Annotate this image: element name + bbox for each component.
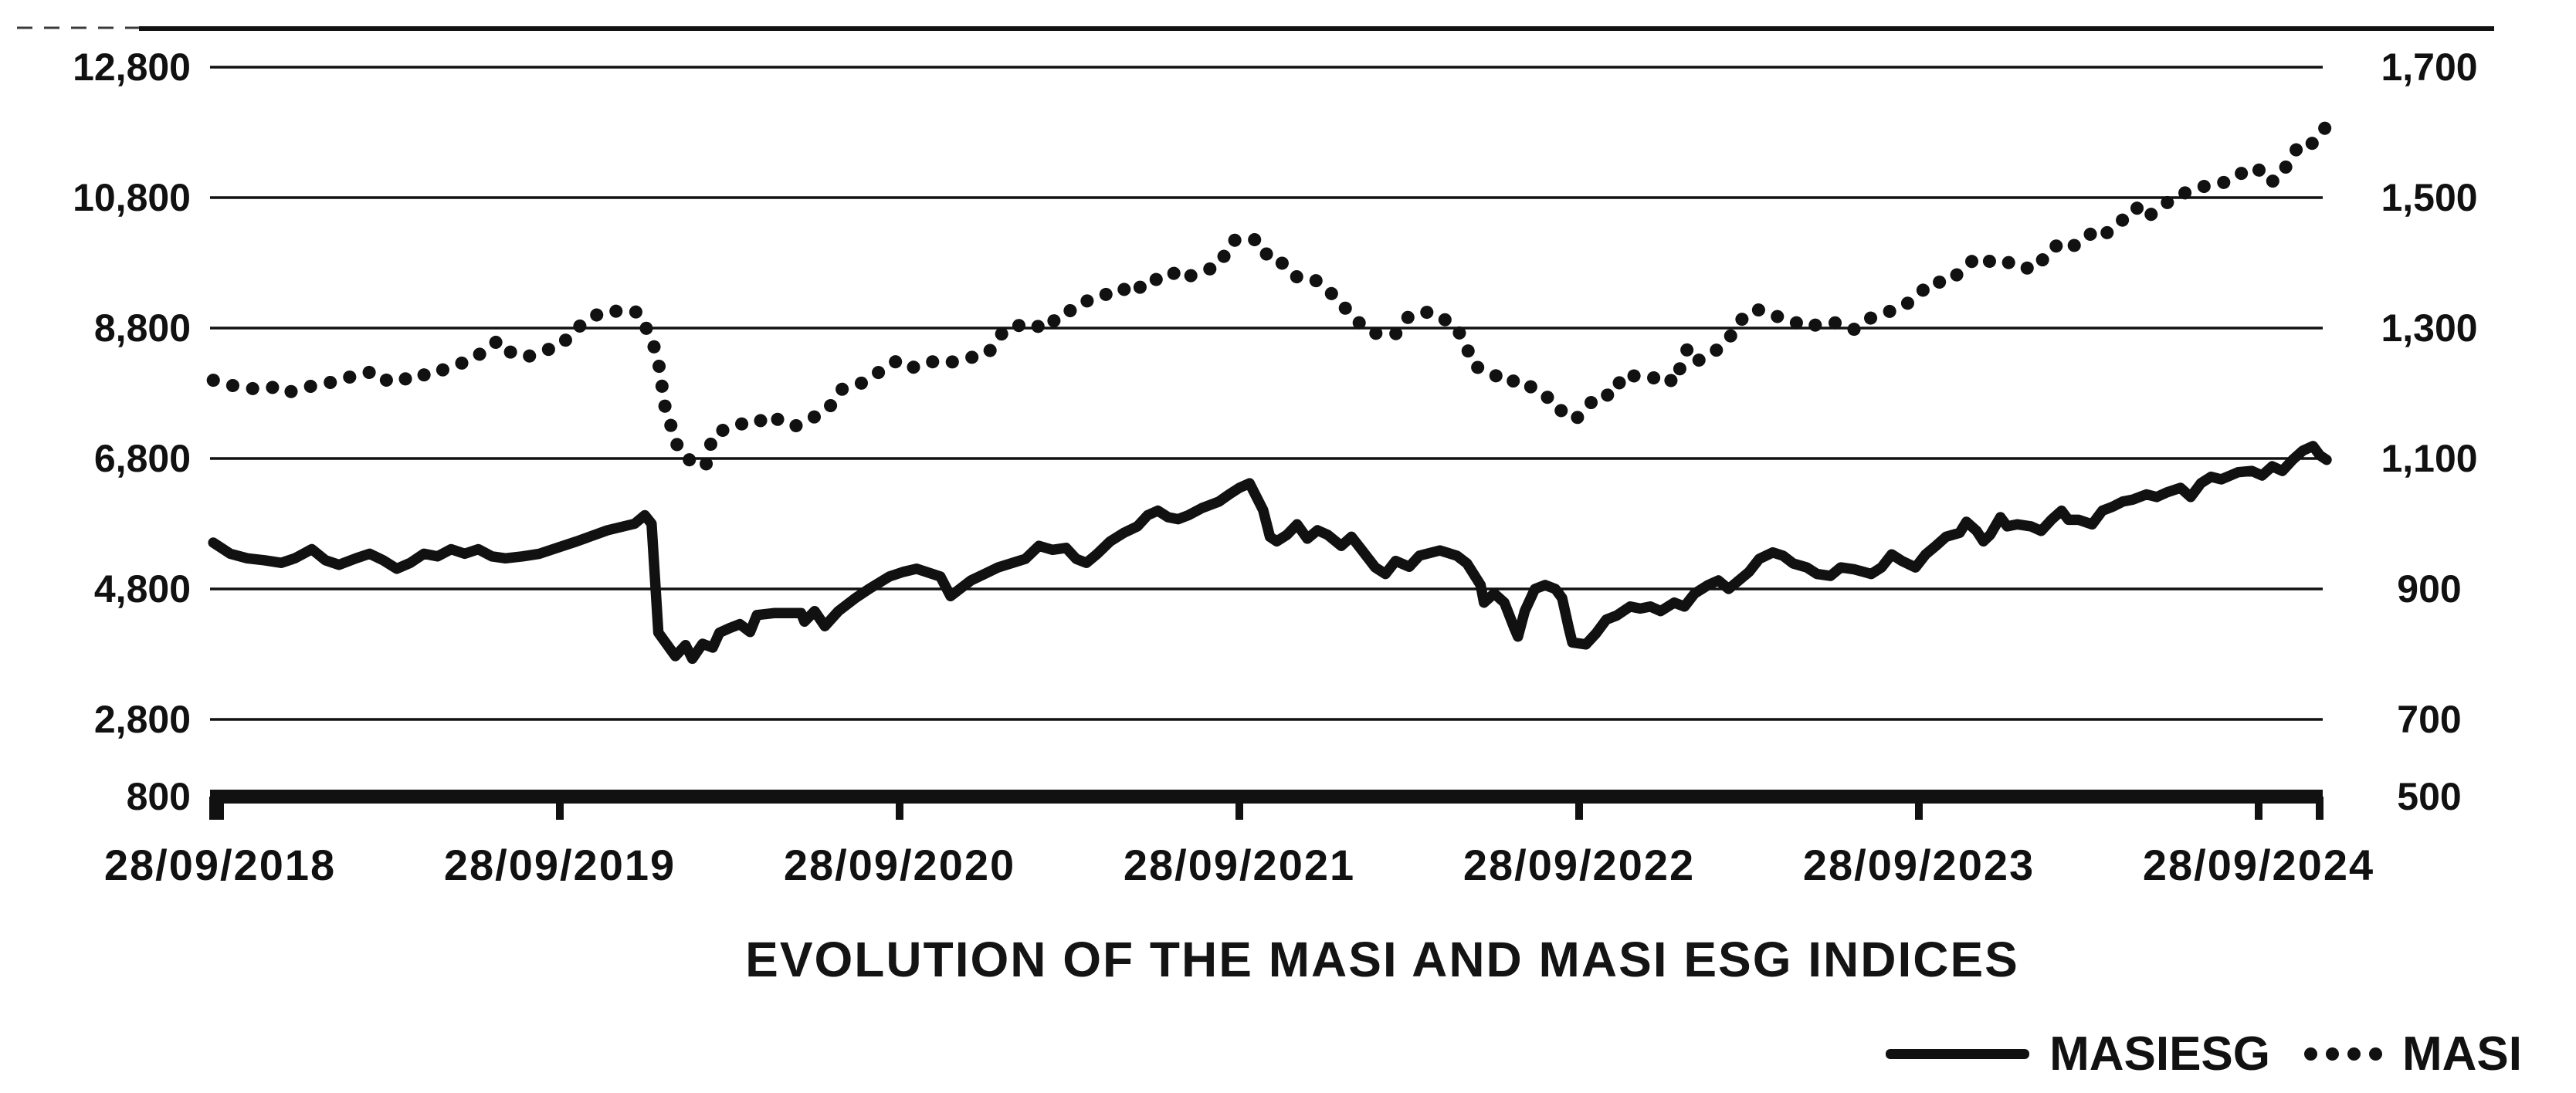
svg-text:900: 900: [2397, 567, 2461, 611]
legend: MASIESG MASI: [1886, 1027, 2522, 1081]
svg-text:1,300: 1,300: [2381, 306, 2477, 350]
svg-text:500: 500: [2397, 775, 2461, 818]
svg-text:700: 700: [2397, 698, 2461, 741]
svg-text:800: 800: [127, 775, 191, 818]
svg-text:8,800: 8,800: [94, 306, 191, 350]
svg-text:12,800: 12,800: [73, 46, 191, 89]
svg-text:28/09/2022: 28/09/2022: [1463, 841, 1695, 889]
svg-text:1,500: 1,500: [2381, 176, 2477, 219]
svg-text:4,800: 4,800: [94, 567, 191, 611]
legend-masiesg-label: MASIESG: [2049, 1027, 2270, 1081]
svg-text:2,800: 2,800: [94, 698, 191, 741]
svg-text:28/09/2018: 28/09/2018: [104, 841, 336, 889]
chart-title: EVOLUTION OF THE MASI AND MASI ESG INDIC…: [745, 932, 2019, 987]
svg-text:28/09/2019: 28/09/2019: [444, 841, 676, 889]
svg-text:1,700: 1,700: [2381, 46, 2477, 89]
svg-text:10,800: 10,800: [73, 176, 191, 219]
legend-masi-dots-swatch: [2304, 1047, 2382, 1061]
legend-masiesg-line-swatch: [1886, 1049, 2030, 1059]
svg-text:28/09/2024: 28/09/2024: [2143, 841, 2374, 889]
svg-text:28/09/2020: 28/09/2020: [784, 841, 1015, 889]
svg-text:28/09/2023: 28/09/2023: [1803, 841, 2035, 889]
legend-masi-label: MASI: [2402, 1027, 2522, 1081]
svg-text:28/09/2021: 28/09/2021: [1124, 841, 1355, 889]
svg-text:1,100: 1,100: [2381, 437, 2477, 480]
svg-text:6,800: 6,800: [94, 437, 191, 480]
